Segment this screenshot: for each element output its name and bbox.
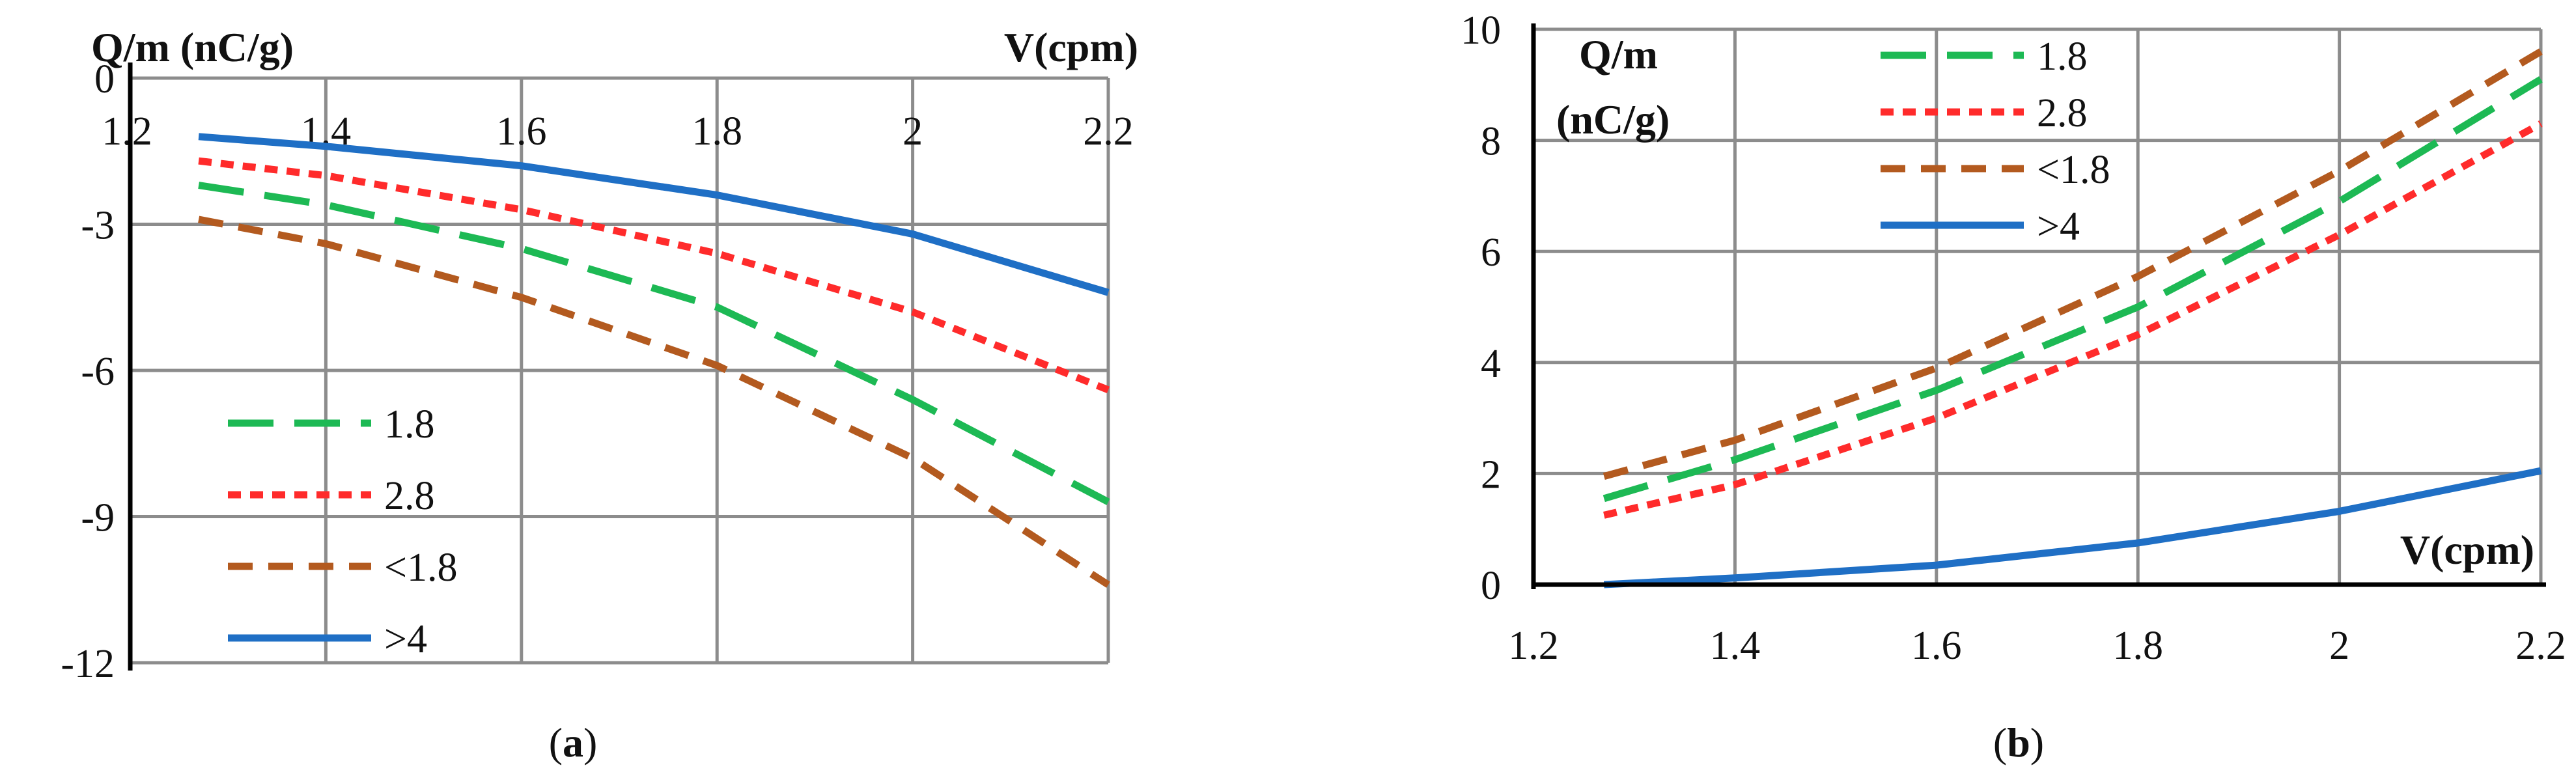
- chart-b-y-tick-label: 2: [1481, 452, 1501, 497]
- chart-b-legend-label-2: <1.8: [2037, 148, 2110, 192]
- chart-b-x-tick-label: 1.6: [1911, 624, 1962, 668]
- chart-a-gridlines: [128, 76, 1110, 665]
- chart-a-series-line-2: [198, 215, 1110, 588]
- chart-b-x-axis-title: V(cpm): [2400, 527, 2534, 573]
- chart-b-x-tick-label: 1.8: [2112, 624, 2163, 668]
- chart-a-x-tick-label: 2: [903, 109, 923, 154]
- chart-b-legend: 1.8 2.8 <1.8 >4: [1881, 35, 2110, 249]
- chart-a-y-tick-label: -12: [61, 642, 115, 686]
- chart-a-y-tick-label: -6: [81, 350, 115, 394]
- chart-b-series-line-1: [1603, 120, 2543, 519]
- chart-b-series-line-2: [1603, 48, 2543, 480]
- chart-a-legend-label-3: >4: [384, 617, 427, 661]
- chart-b-y-tick-label: 10: [1461, 8, 1501, 53]
- chart-b-x-tick-label: 2: [2329, 624, 2349, 668]
- chart-a-x-tick-labels: 1.2 1.4 1.6 1.8 2 2.2: [102, 109, 1134, 154]
- chart-a-y-tick-label: -9: [81, 496, 115, 540]
- chart-b-series-line-0: [1603, 76, 2543, 503]
- chart-a-series-line-0: [198, 182, 1110, 505]
- chart-b: 1.2 1.4 1.6 1.8 2 2.2 0 2 4 6 8 10 Q/m (nC/g) V(cp…: [1461, 8, 2566, 766]
- chart-b-y-tick-label: 0: [1481, 564, 1501, 608]
- chart-a-x-tick-label: 1.6: [496, 109, 547, 154]
- chart-a-x-tick-label: 1.2: [102, 109, 152, 154]
- chart-b-x-tick-label: 1.2: [1508, 624, 1559, 668]
- chart-b-legend-label-3: >4: [2037, 204, 2080, 249]
- chart-a-y-axis-title: Q/m (nC/g): [91, 24, 294, 70]
- chart-a-legend-label-2: <1.8: [384, 546, 457, 590]
- chart-a-legend-label-1: 2.8: [384, 474, 435, 518]
- chart-b-y-axis-title-line2: (nC/g): [1556, 96, 1670, 143]
- chart-a: 1.2 1.4 1.6 1.8 2 2.2 0-3-6-9-12 Q/m (nC/g) V…: [61, 24, 1138, 766]
- chart-a-series-line-1: [198, 157, 1110, 394]
- chart-b-y-tick-label: 4: [1481, 342, 1501, 386]
- chart-b-x-tick-label: 2.2: [2515, 624, 2566, 668]
- chart-a-y-tick-label: 0: [94, 57, 115, 102]
- chart-a-legend-label-0: 1.8: [384, 402, 435, 447]
- chart-a-x-tick-label: 2.2: [1083, 109, 1134, 154]
- chart-b-caption: (b): [1993, 719, 2044, 766]
- chart-b-y-tick-labels: 0 2 4 6 8 10: [1461, 8, 1501, 608]
- chart-b-legend-label-0: 1.8: [2037, 35, 2088, 79]
- chart-a-legend: 1.8 2.8 <1.8 >4: [228, 402, 457, 661]
- chart-a-caption: (a): [549, 719, 598, 766]
- chart-b-x-tick-labels: 1.2 1.4 1.6 1.8 2 2.2: [1508, 624, 2566, 668]
- chart-a-x-tick-label: 1.8: [692, 109, 742, 154]
- chart-a-series-line-3: [198, 133, 1110, 296]
- chart-a-series-lines: [198, 133, 1110, 588]
- chart-a-y-tick-labels: 0 -3 -6 -9 -12: [61, 57, 115, 686]
- chart-b-y-axis-title-line1: Q/m: [1579, 31, 1658, 77]
- chart-a-y-tick-label: -3: [81, 204, 115, 248]
- chart-b-series-lines: [1603, 48, 2543, 589]
- chart-b-y-tick-label: 8: [1481, 120, 1501, 164]
- chart-a-x-axis-title: V(cpm): [1004, 24, 1138, 70]
- chart-b-legend-label-1: 2.8: [2037, 91, 2088, 135]
- chart-b-y-tick-label: 6: [1481, 230, 1501, 275]
- chart-b-x-tick-label: 1.4: [1710, 624, 1761, 668]
- chart-b-series-line-3: [1604, 467, 2542, 589]
